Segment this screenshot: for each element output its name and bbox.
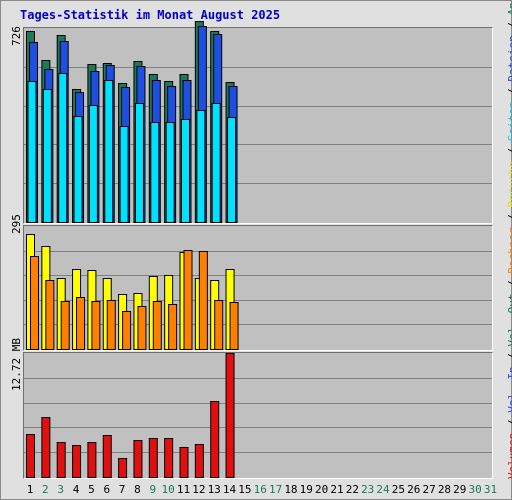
x-tick-day-31: 31 [483, 483, 498, 496]
bar-seiten-day-12 [196, 110, 206, 223]
legend-item-dateien: Dateien [506, 35, 512, 82]
x-tick-day-26: 26 [407, 483, 421, 496]
x-tick-day-23: 23 [361, 483, 375, 496]
bar-rechner-day-3 [60, 301, 70, 350]
x-tick-day-13: 13 [207, 483, 221, 496]
x-tick-day-12: 12 [192, 483, 206, 496]
bar-rechner-day-7 [122, 311, 132, 350]
bar-volumen-day-4 [72, 445, 82, 478]
bar-seiten-day-5 [88, 105, 98, 223]
x-tick-day-20: 20 [315, 483, 329, 496]
x-tick-day-14: 14 [222, 483, 237, 496]
bar-rechner-day-14 [229, 302, 239, 350]
legend-separator: / [506, 347, 512, 367]
legend: Volumen / Vol. In / Vol. Out / Rechner /… [495, 0, 512, 479]
legend-text: Volumen / Vol. In / Vol. Out / Rechner /… [506, 0, 512, 479]
legend-item-vol-out: Vol. Out [506, 293, 512, 347]
bar-volumen-day-3 [56, 442, 66, 478]
bar-volumen-day-7 [118, 458, 128, 478]
bar-rechner-day-13 [214, 300, 224, 350]
bar-volumen-day-2 [41, 417, 51, 478]
bar-rechner-day-8 [137, 306, 147, 350]
legend-separator: / [506, 82, 512, 102]
x-tick-day-22: 22 [345, 483, 359, 496]
x-tick-day-2: 2 [42, 483, 49, 496]
bar-volumen-day-10 [164, 438, 174, 478]
bar-volumen-day-13 [210, 401, 220, 478]
bar-rechner-day-5 [91, 301, 101, 350]
legend-separator: / [506, 15, 512, 35]
bar-seiten-day-7 [119, 126, 129, 223]
bar-volumen-day-8 [133, 440, 143, 478]
legend-item-besuche: Besuche [506, 161, 512, 208]
requests-files-pages-panel [23, 27, 493, 224]
bar-seiten-day-1 [27, 81, 37, 223]
x-tick-day-11: 11 [176, 483, 191, 496]
legend-separator: / [506, 413, 512, 433]
volume-panel [23, 352, 493, 479]
x-tick-day-25: 25 [391, 483, 406, 496]
legend-item-anfragen: Anfragen [506, 0, 512, 15]
x-tick-day-4: 4 [72, 483, 80, 496]
x-tick-day-9: 9 [149, 483, 157, 496]
x-tick-day-1: 1 [26, 483, 34, 496]
legend-item-vol-in: Vol. In [506, 366, 512, 413]
bar-volumen-day-9 [148, 438, 158, 478]
legend-item-seiten: Seiten [506, 101, 512, 142]
legend-separator: / [506, 207, 512, 227]
bar-seiten-day-14 [227, 117, 237, 223]
x-tick-day-6: 6 [103, 483, 111, 496]
bar-rechner-day-12 [198, 251, 208, 350]
bar-seiten-day-6 [104, 80, 114, 223]
bar-rechner-day-4 [76, 297, 86, 350]
bar-seiten-day-11 [181, 119, 190, 223]
bar-rechner-day-6 [106, 300, 116, 350]
bar-rechner-day-9 [152, 301, 162, 350]
x-tick-day-27: 27 [422, 483, 436, 496]
bar-seiten-day-10 [165, 122, 175, 223]
bar-rechner-day-1 [30, 256, 39, 350]
x-tick-day-29: 29 [453, 483, 467, 496]
visits-hosts-panel [23, 225, 493, 351]
x-tick-day-10: 10 [161, 483, 175, 496]
x-tick-day-24: 24 [376, 483, 390, 496]
x-tick-day-7: 7 [118, 483, 126, 496]
x-tick-day-19: 19 [299, 483, 313, 496]
chart-title: Tages-Statistik im Monat August 2025 [20, 8, 281, 22]
x-axis-day-labels: 1 2 3 4 5 6 7 8 9 10 11 12 13 14 15 16 17 18 19 20 21 22 23 24 2… [1, 483, 511, 497]
legend-separator: / [506, 274, 512, 294]
legend-item-rechner: Rechner [506, 227, 512, 274]
bar-rechner-day-10 [168, 304, 178, 350]
legend-item-volumen: Volumen [506, 432, 512, 479]
bar-volumen-day-14 [225, 353, 235, 478]
bar-seiten-day-9 [150, 122, 160, 223]
bar-seiten-day-8 [134, 103, 144, 223]
bar-rechner-day-2 [45, 280, 55, 350]
x-tick-day-17: 17 [268, 483, 283, 496]
bar-volumen-day-12 [194, 444, 204, 478]
x-tick-day-8: 8 [134, 483, 141, 496]
bar-seiten-day-2 [42, 89, 52, 223]
bar-rechner-day-11 [183, 250, 193, 350]
x-tick-day-21: 21 [330, 483, 344, 496]
bar-volumen-day-11 [179, 447, 189, 478]
x-tick-day-28: 28 [437, 483, 452, 496]
bar-seiten-day-13 [211, 103, 221, 223]
bar-volumen-day-6 [102, 435, 112, 478]
x-tick-day-18: 18 [284, 483, 298, 496]
x-tick-day-5: 5 [88, 483, 95, 496]
legend-separator: / [506, 141, 512, 161]
x-tick-day-3: 3 [57, 483, 64, 496]
bar-volumen-day-5 [87, 442, 97, 478]
bar-seiten-day-3 [58, 73, 68, 223]
x-tick-day-15: 15 [238, 483, 252, 496]
bar-seiten-day-4 [73, 116, 83, 223]
bar-volumen-day-1 [26, 434, 35, 478]
x-tick-day-16: 16 [253, 483, 267, 496]
x-tick-day-30: 30 [468, 483, 482, 496]
